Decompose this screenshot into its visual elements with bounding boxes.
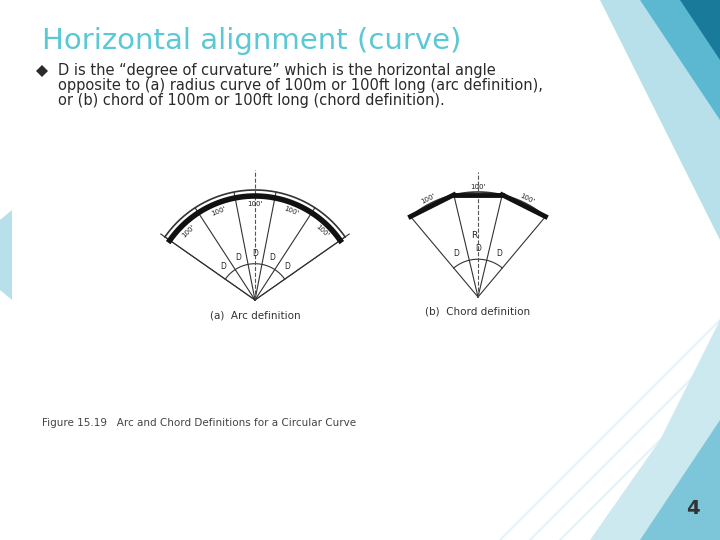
Text: 100': 100'	[420, 192, 437, 205]
Text: R: R	[472, 231, 478, 240]
Polygon shape	[0, 210, 12, 300]
Text: D: D	[475, 244, 481, 253]
Text: 100': 100'	[470, 184, 486, 190]
Text: opposite to (a) radius curve of 100m or 100ft long (arc definition),: opposite to (a) radius curve of 100m or …	[58, 78, 543, 93]
Text: 100': 100'	[181, 224, 196, 239]
Text: (b)  Chord definition: (b) Chord definition	[426, 307, 531, 317]
Text: D: D	[454, 249, 459, 258]
Text: 4: 4	[686, 499, 700, 518]
Text: D is the “degree of curvature” which is the horizontal angle: D is the “degree of curvature” which is …	[58, 63, 496, 78]
Polygon shape	[640, 0, 720, 120]
Text: 100': 100'	[247, 201, 263, 207]
Text: Horizontal alignment (curve): Horizontal alignment (curve)	[42, 27, 462, 55]
Text: (a)  Arc definition: (a) Arc definition	[210, 310, 300, 320]
Polygon shape	[680, 0, 720, 60]
Polygon shape	[600, 0, 720, 240]
Polygon shape	[640, 420, 720, 540]
Polygon shape	[590, 320, 720, 540]
Text: 100': 100'	[283, 205, 300, 217]
Text: 100': 100'	[519, 192, 536, 205]
Polygon shape	[36, 65, 48, 77]
Text: 100': 100'	[211, 205, 228, 217]
Text: D: D	[269, 253, 275, 262]
Text: or (b) chord of 100m or 100ft long (chord definition).: or (b) chord of 100m or 100ft long (chor…	[58, 93, 445, 108]
Text: Figure 15.19   Arc and Chord Definitions for a Circular Curve: Figure 15.19 Arc and Chord Definitions f…	[42, 418, 356, 428]
Text: 100': 100'	[314, 224, 329, 239]
Text: D: D	[235, 253, 240, 262]
Text: D: D	[220, 262, 226, 271]
Text: D: D	[284, 262, 290, 271]
Text: D: D	[252, 249, 258, 258]
Text: D: D	[497, 249, 503, 258]
